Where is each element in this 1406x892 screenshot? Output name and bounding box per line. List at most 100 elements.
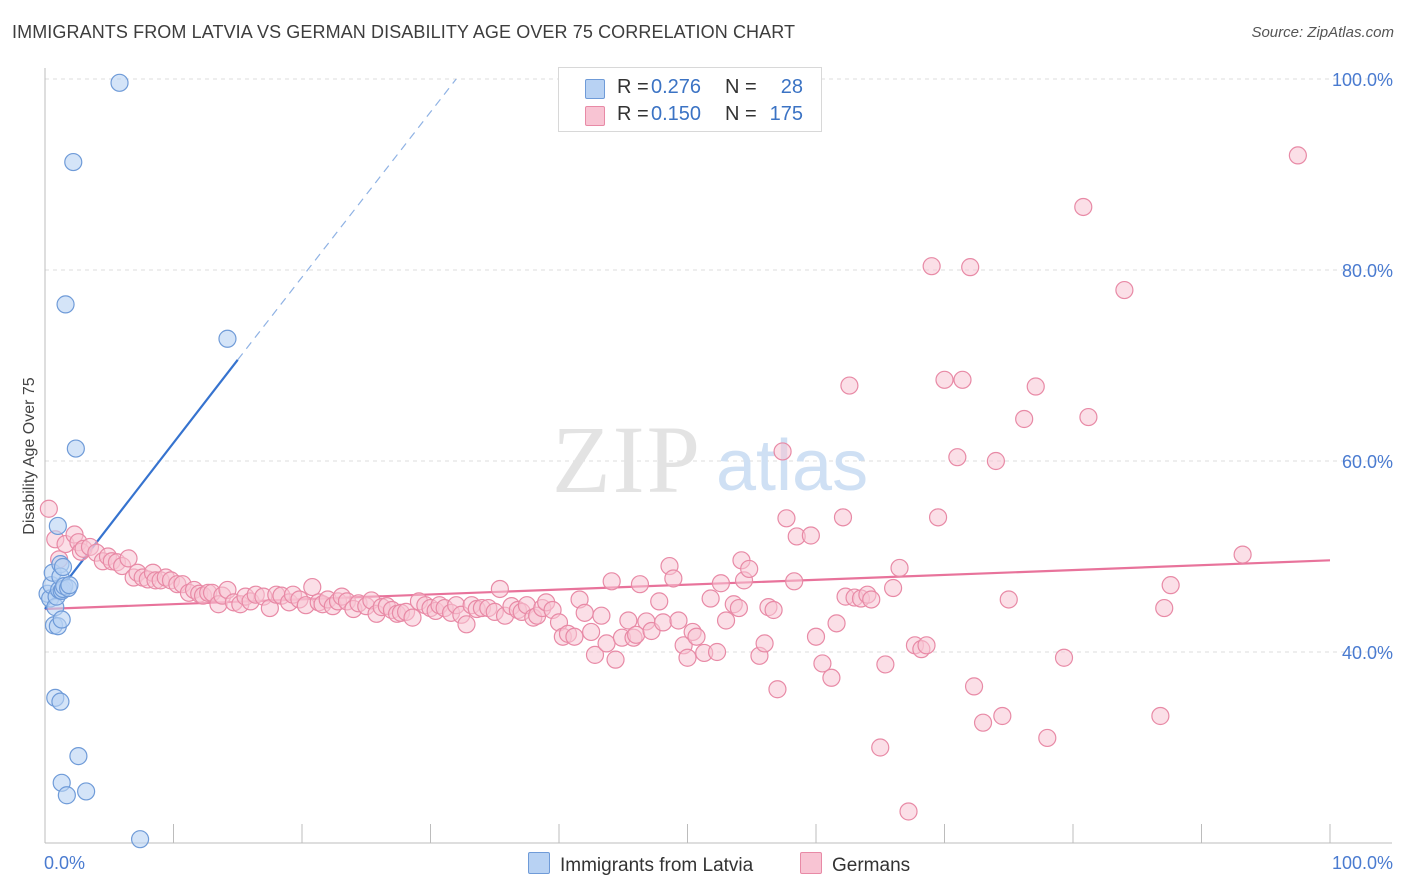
point-germans: [1115, 280, 1134, 300]
point-germans: [403, 608, 422, 627]
source-label: Source: ZipAtlas.com: [1251, 24, 1394, 41]
bottom-legend-latvia: Immigrants from Latvia: [528, 852, 753, 877]
point-germans: [922, 257, 941, 276]
point-germans: [999, 590, 1018, 609]
point-germans: [606, 650, 625, 669]
point-germans: [687, 627, 706, 646]
point-germans: [953, 370, 972, 389]
point-germans: [1015, 409, 1034, 429]
point-germans: [928, 508, 948, 527]
point-germans: [119, 549, 138, 568]
point-latvia: [60, 576, 79, 595]
bottom-legend-swatch-germans: [800, 852, 822, 874]
tick-labels: 40.0% 60.0% 80.0% 100.0% 0.0% 100.0%: [44, 70, 1393, 873]
point-latvia: [52, 610, 71, 629]
point-germans: [801, 526, 820, 545]
point-germans: [768, 680, 787, 699]
point-latvia: [69, 746, 88, 766]
point-germans: [575, 603, 594, 622]
point-germans: [961, 258, 980, 277]
point-germans: [822, 668, 841, 687]
point-germans: [883, 578, 903, 598]
bottom-legend-germans: Germans: [800, 852, 910, 877]
y-tick-label: 60.0%: [1342, 452, 1393, 472]
watermark-atlas: atlas: [716, 426, 868, 506]
legend-n-label: N =: [725, 103, 757, 125]
legend-n-label: N =: [725, 76, 757, 98]
point-germans: [701, 589, 720, 608]
y-tick-label: 40.0%: [1342, 643, 1393, 663]
point-germans: [592, 606, 611, 625]
point-germans: [1026, 377, 1045, 396]
point-germans: [833, 508, 853, 527]
point-germans: [876, 655, 895, 674]
trend-lines: [44, 78, 1331, 611]
point-latvia: [130, 830, 150, 849]
point-germans: [1074, 197, 1093, 217]
point-germans: [840, 376, 859, 395]
point-germans: [729, 598, 749, 618]
point-germans: [619, 611, 638, 630]
bottom-legend-label-germans: Germans: [832, 855, 911, 876]
bottom-legend-label-latvia: Immigrants from Latvia: [560, 855, 754, 876]
point-germans: [813, 654, 832, 673]
point-germans: [890, 558, 909, 578]
point-latvia: [77, 782, 96, 801]
point-germans: [1233, 545, 1252, 564]
point-latvia: [66, 439, 85, 458]
point-germans: [602, 572, 621, 591]
point-germans: [630, 575, 650, 594]
legend-r-label: R =: [617, 103, 649, 125]
point-germans: [827, 614, 846, 633]
point-germans: [678, 648, 697, 667]
point-germans: [871, 738, 890, 757]
legend-r-value: 0.276: [651, 76, 702, 98]
point-germans: [585, 645, 605, 664]
legend-swatch-latvia: [585, 79, 605, 99]
point-germans: [653, 613, 673, 632]
point-germans: [716, 611, 736, 630]
point-latvia: [64, 152, 83, 172]
point-latvia: [53, 557, 73, 577]
point-latvia: [56, 295, 75, 314]
x-tick-label: 0.0%: [44, 853, 85, 873]
legend: R = 0.276 N = 28 R = 0.150 N = 175: [558, 67, 822, 132]
point-germans: [565, 627, 584, 646]
point-germans: [582, 622, 601, 642]
point-latvia: [57, 786, 76, 805]
point-germans: [39, 499, 58, 518]
point-germans: [707, 642, 727, 662]
point-germans: [964, 677, 984, 696]
point-germans: [664, 569, 683, 588]
point-germans: [986, 451, 1006, 471]
legend-swatch-germans: [585, 106, 605, 126]
point-germans: [457, 615, 476, 634]
legend-n-value: 28: [780, 76, 803, 98]
legend-r-label: R =: [617, 76, 649, 98]
point-germans: [650, 592, 669, 611]
y-axis-title: Disability Age Over 75: [21, 377, 38, 535]
point-germans: [917, 636, 936, 655]
chart-title: IMMIGRANTS FROM LATVIA VS GERMAN DISABIL…: [12, 22, 796, 42]
point-latvia: [51, 692, 70, 711]
point-germans: [1038, 728, 1057, 748]
point-germans: [764, 600, 783, 620]
point-germans: [862, 590, 881, 609]
y-tick-label: 100.0%: [1332, 70, 1393, 90]
point-germans: [1155, 598, 1174, 618]
point-germans: [490, 579, 509, 599]
bottom-legend-swatch-latvia: [528, 852, 550, 874]
point-germans: [899, 802, 918, 821]
point-germans: [740, 559, 759, 579]
point-germans: [948, 448, 967, 467]
point-germans: [993, 706, 1012, 726]
legend-r-value: 0.150: [651, 103, 702, 125]
point-germans: [1079, 407, 1098, 427]
legend-n-value: 175: [769, 103, 803, 125]
point-germans: [303, 577, 322, 597]
x-tick-label: 100.0%: [1332, 853, 1393, 873]
point-germans: [785, 572, 804, 591]
point-latvia: [218, 329, 237, 348]
point-germans: [711, 574, 731, 593]
point-germans: [669, 611, 688, 630]
